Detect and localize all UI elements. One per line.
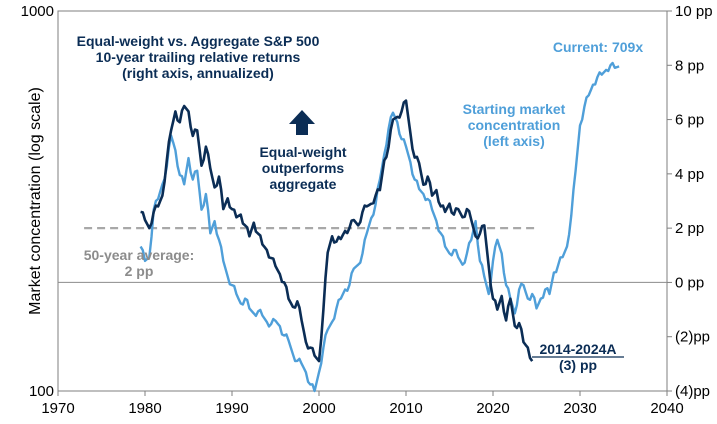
x-tick-label: 2030 — [563, 400, 596, 417]
left-tick-label: 1000 — [21, 3, 54, 20]
annotation-text: 10-year trailing relative returns — [96, 49, 301, 65]
annotation-text: 2014-2024A — [539, 341, 616, 357]
series-concentration-line — [139, 61, 620, 393]
left-tick-label: 100 — [29, 383, 54, 400]
annotation-text: (right axis, annualized) — [122, 65, 274, 81]
right-tick-label: (2)pp — [675, 329, 710, 346]
annotation-text: aggregate — [270, 176, 337, 192]
x-tick-label: 1980 — [128, 400, 161, 417]
x-tick-label: 2020 — [476, 400, 509, 417]
series-relative-returns-line — [140, 99, 534, 363]
annotation-text: Equal-weight — [259, 144, 346, 160]
y-axis-label: Market concentration (log scale) — [27, 87, 44, 315]
annotation-text: Starting market — [463, 101, 566, 117]
up-arrow-icon — [289, 110, 315, 135]
right-tick-label: 8 pp — [675, 57, 704, 74]
annotation-text: (left axis) — [483, 133, 544, 149]
x-tick-label: 2000 — [302, 400, 335, 417]
right-tick-label: 4 pp — [675, 166, 704, 183]
right-tick-label: 2 pp — [675, 220, 704, 237]
annotation-text: (3) pp — [559, 357, 597, 373]
right-tick-label: 0 pp — [675, 274, 704, 291]
right-tick-label: 6 pp — [675, 112, 704, 129]
annotation-text: concentration — [468, 117, 561, 133]
right-tick-label: (4)pp — [675, 383, 710, 400]
annotation-text: Equal-weight vs. Aggregate S&P 500 — [77, 33, 320, 49]
annotation-text: 2 pp — [125, 263, 154, 279]
right-tick-label: 10 pp — [675, 3, 713, 20]
annotation-text: Current: 709x — [553, 39, 643, 55]
x-tick-label: 1970 — [41, 400, 74, 417]
x-tick-label: 2040 — [650, 400, 683, 417]
annotation-text: outperforms — [262, 160, 345, 176]
x-tick-label: 1990 — [215, 400, 248, 417]
plot-frame — [57, 10, 668, 392]
x-tick-label: 2010 — [389, 400, 422, 417]
annotation-text: 50-year average: — [84, 247, 195, 263]
